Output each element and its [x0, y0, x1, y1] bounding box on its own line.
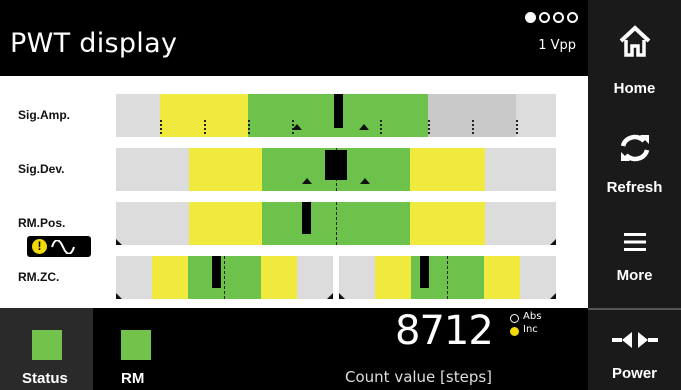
mode-abs-indicator[interactable] [510, 314, 519, 323]
rm-pos-corner-right [550, 239, 556, 245]
signal-unit: 1 Vpp [538, 38, 576, 53]
sig-dev-bar [116, 148, 556, 191]
refresh-label: Refresh [606, 179, 663, 196]
sidebar-divider [588, 308, 681, 310]
refresh-button[interactable]: Refresh [588, 115, 681, 205]
home-icon [619, 25, 650, 57]
page-dot-2[interactable] [539, 12, 550, 23]
sig-amp-upper-limit [359, 124, 369, 130]
rm-zc-right-center-line [447, 256, 448, 299]
sig-dev-upper-limit [360, 178, 370, 184]
status-indicator [32, 330, 62, 360]
rm-pos-center-line [336, 202, 337, 245]
signal-panel: Sig.Amp. Sig.Dev. RM.Pos. [0, 76, 588, 308]
sig-dev-marker [325, 150, 347, 180]
row-label-rm-pos: RM.Pos. [18, 216, 66, 230]
rm-pos-yellow-zone-right [410, 202, 485, 245]
warning-icon: ! [32, 239, 47, 254]
power-plug-icon [611, 332, 658, 348]
header: PWT display 1 Vpp [0, 0, 588, 76]
rm-indicator [121, 330, 151, 360]
menu-icon [623, 233, 646, 251]
rm-zc-corner-mid-left [327, 293, 333, 299]
page-title: PWT display [10, 28, 178, 59]
rm-button[interactable]: RM [93, 308, 183, 390]
sig-dev-lower-limit [302, 178, 312, 184]
rm-zc-corner-left [116, 293, 122, 299]
sidebar: Home Refresh More [588, 0, 681, 390]
footer: Status RM 8712 Abs Inc Count value [step… [0, 308, 588, 390]
sig-amp-tick [204, 120, 206, 134]
sig-amp-tick [472, 120, 474, 134]
rm-zc-right-yellow-a [375, 256, 411, 299]
count-value: 8712 [395, 308, 494, 354]
mode-inc-indicator[interactable] [510, 327, 519, 336]
power-button[interactable]: Power [588, 310, 681, 390]
sig-amp-tick [160, 120, 162, 134]
rm-zc-bar [116, 256, 556, 299]
rm-zc-right-yellow-b [484, 256, 520, 299]
power-label: Power [611, 365, 657, 382]
status-label: Status [22, 370, 68, 387]
sig-amp-tick [248, 120, 250, 134]
mode-inc-label: Inc [523, 324, 538, 335]
count-label: Count value [steps] [345, 368, 493, 386]
page-dot-4[interactable] [567, 12, 578, 23]
sine-wave-icon [51, 239, 75, 254]
rm-label: RM [121, 370, 145, 387]
rm-pos-yellow-zone-left [189, 202, 262, 245]
rm-pos-marker [302, 202, 311, 234]
page-dot-3[interactable] [553, 12, 564, 23]
home-button[interactable]: Home [588, 8, 681, 98]
rm-zc-corner-right [550, 293, 556, 299]
sig-amp-bar [116, 94, 556, 137]
rm-zc-left-yellow-b [261, 256, 297, 299]
rm-zc-left-yellow-a [152, 256, 188, 299]
mode-abs-label: Abs [523, 311, 542, 322]
row-label-sig-dev: Sig.Dev. [18, 162, 65, 176]
rm-zc-corner-mid-right [339, 293, 345, 299]
rm-zc-left-marker [212, 256, 221, 288]
page-dot-1[interactable] [525, 12, 536, 23]
refresh-icon [620, 134, 649, 162]
more-label: More [616, 267, 653, 284]
rm-pos-corner-left [116, 239, 122, 245]
row-label-sig-amp: Sig.Amp. [18, 108, 71, 122]
sig-amp-tick [516, 120, 518, 134]
rm-zc-right-marker [420, 256, 429, 288]
sig-dev-yellow-zone-left [189, 148, 262, 191]
sig-amp-lower-limit [292, 124, 302, 130]
sig-amp-tick [380, 120, 382, 134]
home-label: Home [613, 80, 656, 97]
sig-amp-marker [334, 94, 343, 128]
status-button[interactable]: Status [0, 308, 93, 390]
page-indicator[interactable] [525, 12, 578, 23]
rm-zc-left-center-line [224, 256, 225, 299]
sig-dev-yellow-zone-right [410, 148, 485, 191]
more-button[interactable]: More [588, 210, 681, 300]
sig-amp-tick [428, 120, 430, 134]
row-label-rm-zc: RM.ZC. [18, 270, 60, 284]
rm-pos-bar [116, 202, 556, 245]
reference-mark-warning[interactable]: ! [27, 236, 91, 257]
